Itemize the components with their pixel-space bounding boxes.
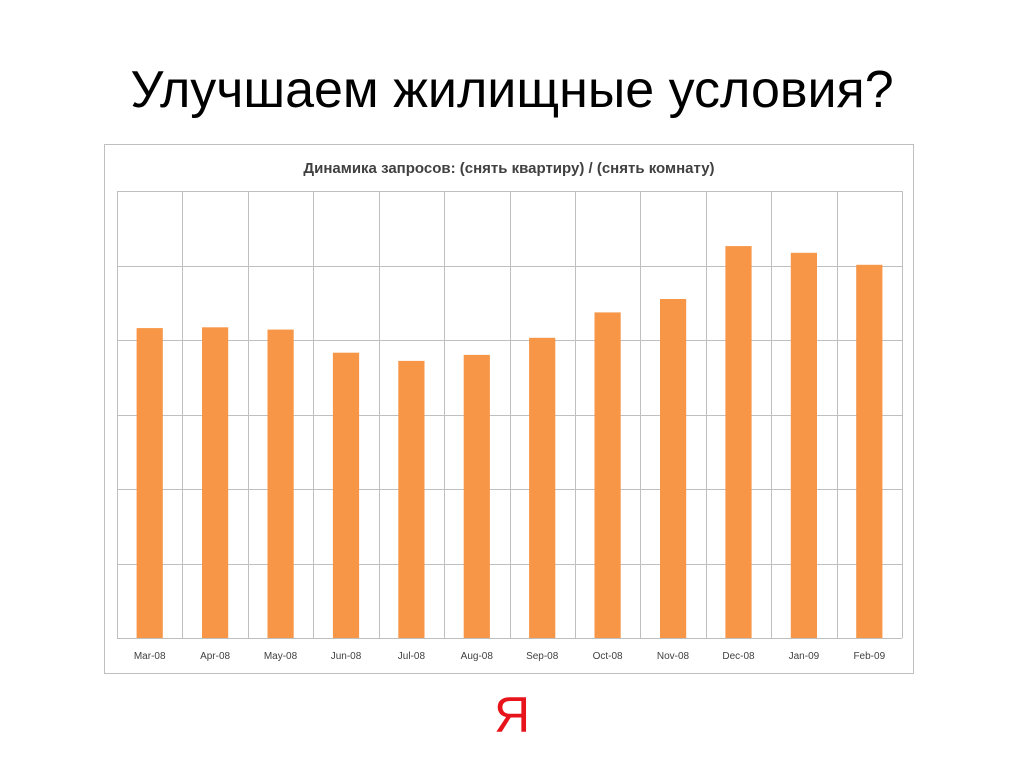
bar-chart: Динамика запросов: (снять квартиру) / (с… — [117, 160, 903, 662]
x-tick-label: Dec-08 — [722, 651, 755, 662]
chart-grid — [117, 191, 903, 639]
x-tick-label: Mar-08 — [134, 651, 166, 662]
x-tick-label: Nov-08 — [657, 651, 690, 662]
slide-title: Улучшаем жилищные условия? — [130, 61, 894, 119]
x-tick-label: Jul-08 — [398, 651, 426, 662]
bar-Jan-09 — [790, 252, 817, 639]
chart-title: Динамика запросов: (снять квартиру) / (с… — [303, 160, 714, 177]
bar-Dec-08 — [725, 246, 752, 638]
x-tick-label: Apr-08 — [200, 651, 230, 662]
bar-Sep-08 — [529, 337, 556, 638]
bar-Nov-08 — [660, 299, 687, 638]
bar-Mar-08 — [136, 328, 163, 638]
bar-Apr-08 — [202, 327, 229, 638]
bar-Aug-08 — [463, 354, 490, 638]
x-axis-tick-labels: Mar-08 Apr-08 May-08 Jun-08 Jul-08 Aug-08 Sep-… — [134, 651, 886, 662]
x-tick-label: Feb-09 — [853, 651, 885, 662]
x-tick-label: Jan-09 — [789, 651, 820, 662]
bar-Feb-09 — [856, 264, 883, 638]
x-tick-label: Sep-08 — [526, 651, 559, 662]
x-tick-label: May-08 — [264, 651, 298, 662]
bar-Jun-08 — [332, 352, 360, 638]
bar-May-08 — [267, 329, 294, 638]
x-tick-label: Jun-08 — [331, 651, 362, 662]
chart-frame: Динамика запросов: (снять квартиру) / (с… — [104, 144, 914, 674]
chart-bars — [136, 246, 883, 639]
bar-Oct-08 — [594, 312, 621, 638]
yandex-logo: Я — [493, 687, 531, 743]
bar-Jul-08 — [398, 360, 425, 638]
x-tick-label: Oct-08 — [593, 651, 623, 662]
x-tick-label: Aug-08 — [461, 651, 494, 662]
